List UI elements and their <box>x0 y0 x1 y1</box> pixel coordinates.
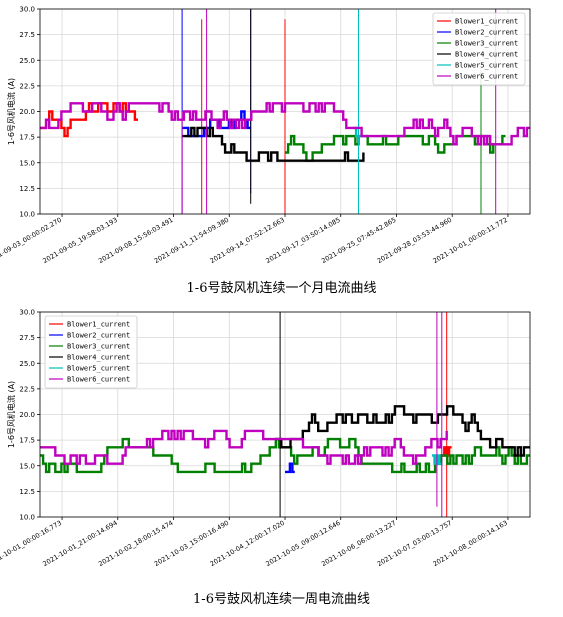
legend-entry: Blower3_current <box>67 343 130 351</box>
series-line-Blower4_current <box>182 126 365 162</box>
y-axis-label: 1-6号风机电流 (A) <box>6 78 16 145</box>
y-tick-label: 15.0 <box>19 159 35 167</box>
y-tick-label: 22.5 <box>19 385 35 393</box>
legend-entry: Blower6_current <box>67 376 130 384</box>
y-tick-label: 27.5 <box>19 334 35 342</box>
legend-entry: Blower6_current <box>455 73 518 81</box>
legend-entry: Blower4_current <box>455 51 518 59</box>
y-tick-label: 17.5 <box>19 134 35 142</box>
y-tick-label: 30.0 <box>19 309 35 317</box>
series-line-Blower3_current <box>40 437 530 474</box>
legend-entry: Blower1_current <box>455 18 518 26</box>
y-tick-label: 12.5 <box>19 185 35 193</box>
legend-entry: Blower5_current <box>455 62 518 70</box>
legend-entry: Blower3_current <box>455 40 518 48</box>
legend-entry: Blower1_current <box>67 321 130 329</box>
y-tick-label: 25.0 <box>19 57 35 65</box>
series-line-Blower6_current <box>40 429 448 465</box>
y-tick-label: 22.5 <box>19 82 35 90</box>
chart-1: 10.012.515.017.520.022.525.027.530.02021… <box>0 6 531 265</box>
y-axis-label: 1-6号风机电流 (A) <box>6 381 16 448</box>
y-tick-label: 30.0 <box>19 6 35 14</box>
y-tick-label: 17.5 <box>19 437 35 445</box>
plot-frame <box>39 311 531 518</box>
series-line-Blower6_current <box>40 102 530 146</box>
y-tick-label: 20.0 <box>19 411 35 419</box>
legend-entry: Blower5_current <box>67 365 130 373</box>
legend-entry: Blower4_current <box>67 354 130 362</box>
y-tick-label: 25.0 <box>19 360 35 368</box>
plot-frame <box>39 8 531 215</box>
chart-caption-week: 1-6号鼓风机连续一周电流曲线 <box>193 592 370 607</box>
series-line-Blower4_current <box>275 405 530 457</box>
chart-2: 10.012.515.017.520.022.525.027.530.02021… <box>0 309 531 568</box>
legend-box <box>44 315 138 389</box>
y-tick-label: 10.0 <box>19 211 35 219</box>
y-tick-label: 10.0 <box>19 514 35 522</box>
y-tick-label: 27.5 <box>19 31 35 39</box>
series-line-Blower2_current <box>285 462 295 474</box>
y-tick-label: 12.5 <box>19 488 35 496</box>
chart-caption-month: 1-6号鼓风机连续一个月电流曲线 <box>186 281 377 296</box>
y-tick-label: 15.0 <box>19 462 35 470</box>
legend-box <box>432 12 526 86</box>
legend-entry: Blower2_current <box>67 332 130 340</box>
legend-entry: Blower2_current <box>455 29 518 37</box>
y-tick-label: 20.0 <box>19 108 35 116</box>
